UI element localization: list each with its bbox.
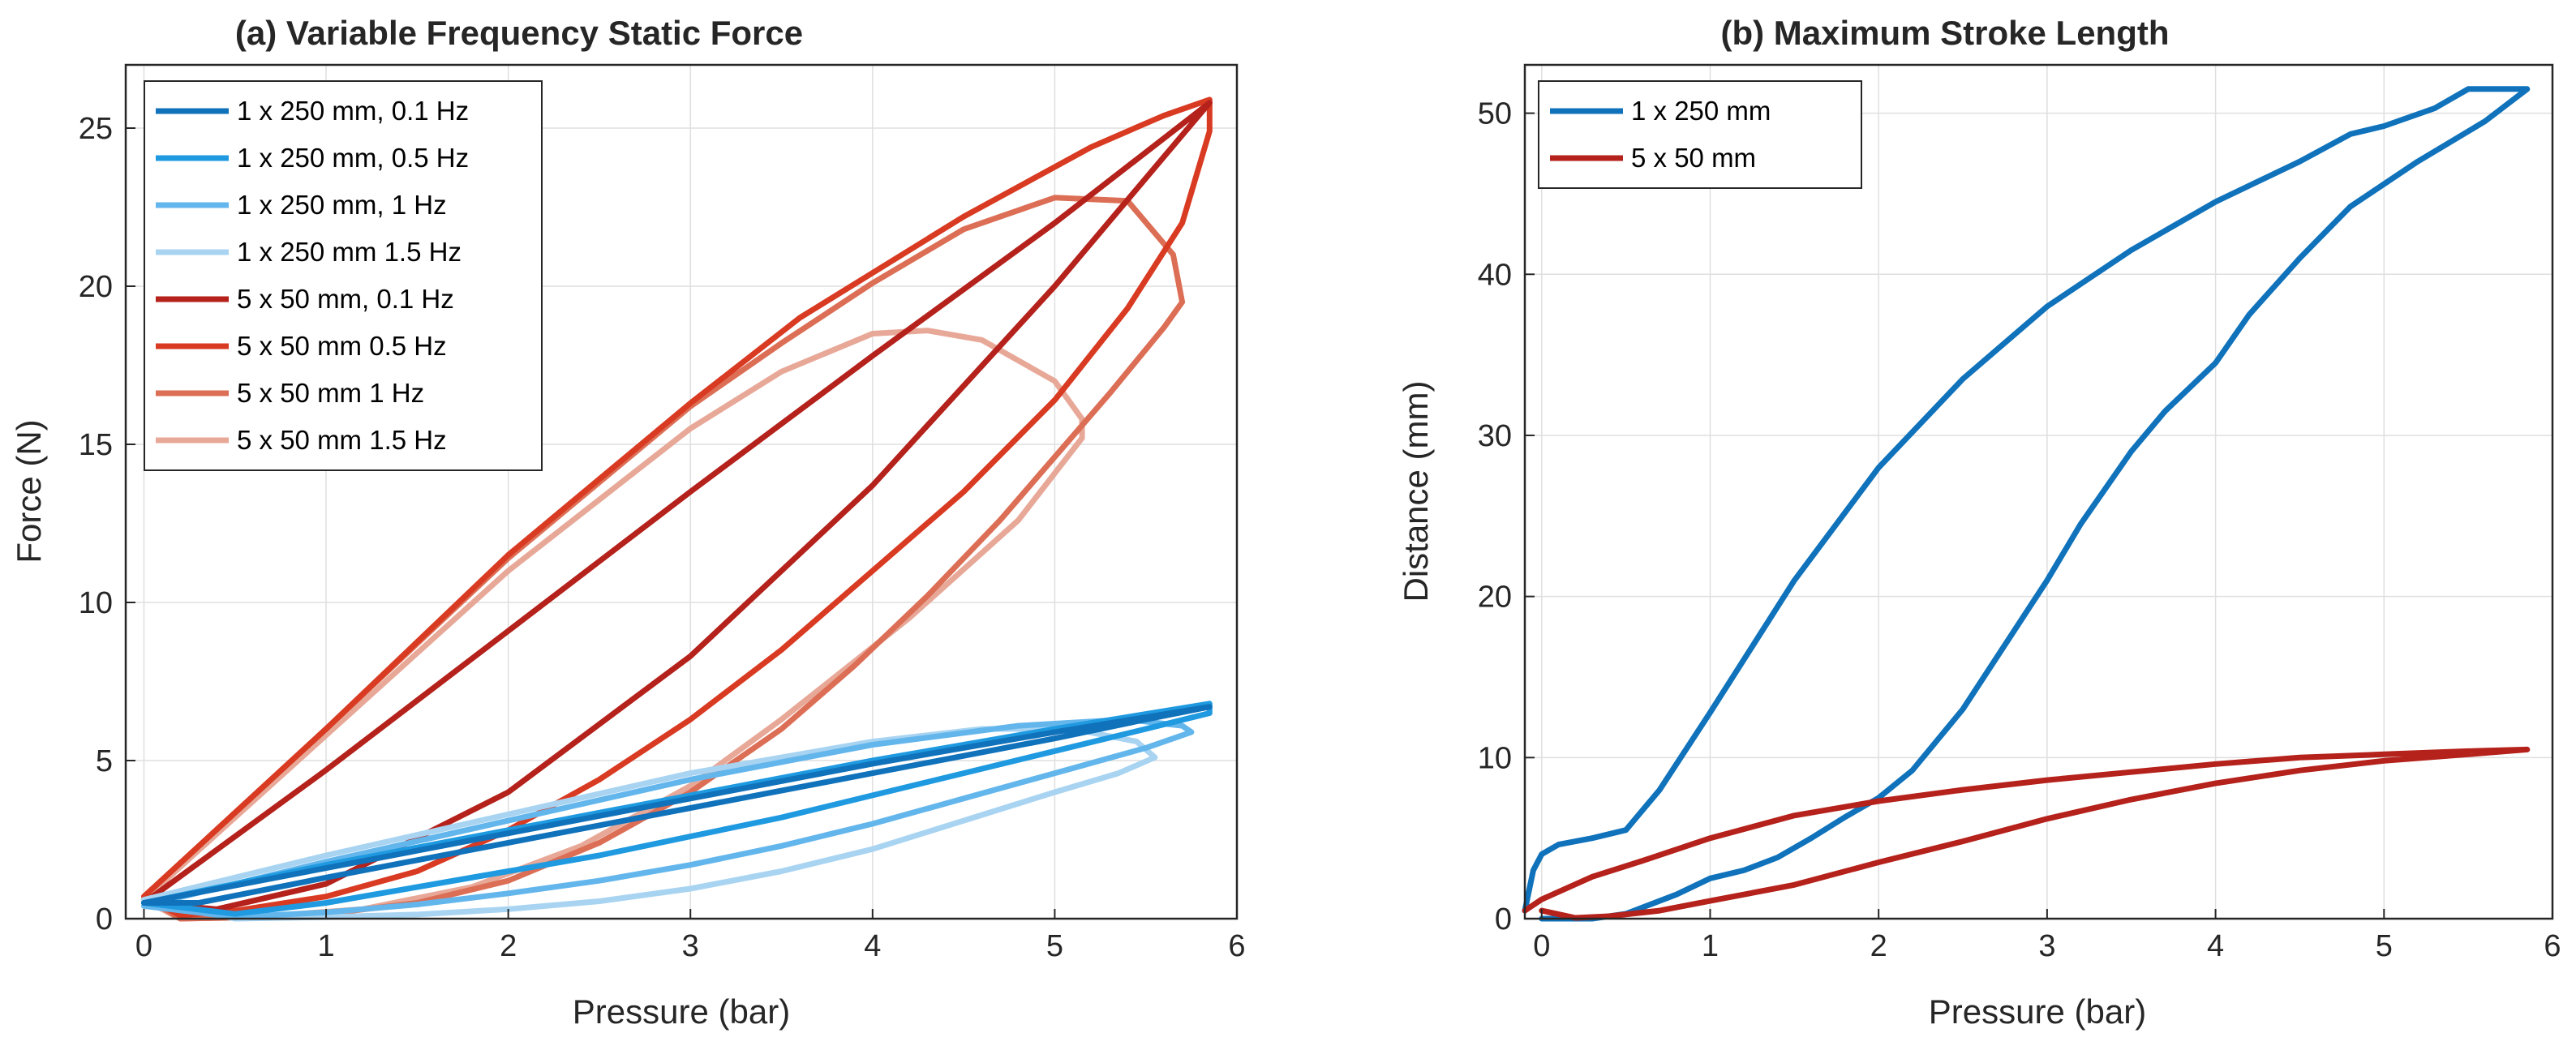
y-tick-label: 20 <box>79 270 113 304</box>
series-line-5-x-50-mm-0-5-hz <box>141 96 1213 919</box>
series-line-1-x-250-mm <box>1522 86 2531 922</box>
panel-a: (a) Variable Frequency Static Force 0 1 2 3… <box>10 14 1246 1031</box>
series-line-5-x-50-mm <box>1522 746 2531 921</box>
chart-b-title: (b) Maximum Stroke Length <box>1720 14 2169 52</box>
chart-b-series <box>1522 86 2531 922</box>
chart-b-ylabel: Distance (mm) <box>1397 380 1435 602</box>
series-line-5-x-50-mm-1-hz <box>141 195 1186 922</box>
chart-a-series <box>141 96 1213 922</box>
chart-b-legend: 1 x 250 mm 5 x 50 mm <box>1538 80 1862 189</box>
legend-label: 5 x 50 mm 0.5 Hz <box>237 331 447 361</box>
y-tick-label: 0 <box>96 902 113 937</box>
legend-label: 1 x 250 mm, 0.5 Hz <box>237 143 469 173</box>
x-tick-label: 0 <box>1533 929 1550 963</box>
x-tick-label: 5 <box>2376 929 2393 963</box>
x-tick-label: 1 <box>317 929 334 963</box>
x-tick-label: 1 <box>1702 929 1719 963</box>
legend-label: 1 x 250 mm <box>1631 96 1771 126</box>
x-tick-label: 2 <box>1870 929 1887 963</box>
chart-a-ylabel: Force (N) <box>10 419 48 563</box>
series-line-5-x-50-mm-1-5-hz <box>141 328 1085 922</box>
series-line-1-x-250-mm-1-hz <box>141 716 1195 920</box>
legend-box <box>1538 80 1862 189</box>
chart-b-xlabel: Pressure (bar) <box>1929 992 2146 1031</box>
legend-box <box>144 80 543 471</box>
chart-a-ticks: 0 1 2 3 4 5 6 0 5 10 15 20 25 <box>79 112 1246 963</box>
x-tick-label: 3 <box>2038 929 2055 963</box>
panel-b: (b) Maximum Stroke Length 0 1 2 3 4 5 6 0 10 20 30… <box>1397 14 2561 1031</box>
chart-b-grid <box>1525 65 2553 919</box>
y-tick-label: 10 <box>79 586 113 620</box>
series-line-1-x-250-mm-0-1-hz <box>141 704 1213 906</box>
legend-label: 1 x 250 mm, 1 Hz <box>237 190 447 220</box>
y-tick-label: 15 <box>79 428 113 462</box>
y-tick-label: 20 <box>1478 581 1512 615</box>
x-tick-label: 2 <box>500 929 517 963</box>
series-line-1-x-250-mm-1-5-hz <box>141 726 1158 922</box>
y-tick-label: 40 <box>1478 258 1512 292</box>
x-tick-label: 6 <box>1228 929 1245 963</box>
chart-a-legend: 1 x 250 mm, 0.1 Hz 1 x 250 mm, 0.5 Hz 1 x … <box>144 80 543 471</box>
legend-label: 5 x 50 mm 1 Hz <box>237 378 424 408</box>
chart-a-axes <box>124 63 1239 920</box>
legend-label: 5 x 50 mm 1.5 Hz <box>237 425 447 455</box>
y-tick-label: 50 <box>1478 97 1512 131</box>
x-tick-label: 5 <box>1046 929 1063 963</box>
series-line-1-x-250-mm-0-5-hz <box>141 701 1213 917</box>
y-tick-label: 0 <box>1495 902 1512 937</box>
y-tick-label: 10 <box>1478 741 1512 775</box>
chart-a-xlabel: Pressure (bar) <box>573 992 790 1031</box>
x-tick-label: 3 <box>682 929 699 963</box>
y-tick-label: 30 <box>1478 419 1512 453</box>
chart-b-ticks: 0 1 2 3 4 5 6 0 10 20 30 40 50 <box>1478 97 2561 963</box>
chart-b-axes <box>1523 63 2554 920</box>
legend-label: 5 x 50 mm <box>1631 143 1756 173</box>
x-tick-label: 0 <box>135 929 152 963</box>
x-tick-label: 4 <box>864 929 881 963</box>
legend-label: 1 x 250 mm, 0.1 Hz <box>237 96 469 126</box>
legend-label: 1 x 250 mm 1.5 Hz <box>237 237 462 267</box>
x-tick-label: 6 <box>2544 929 2561 963</box>
legend-label: 5 x 50 mm, 0.1 Hz <box>237 284 454 314</box>
chart-a-title: (a) Variable Frequency Static Force <box>235 14 803 52</box>
x-tick-label: 4 <box>2207 929 2224 963</box>
y-tick-label: 25 <box>79 112 113 146</box>
y-tick-label: 5 <box>96 744 113 778</box>
